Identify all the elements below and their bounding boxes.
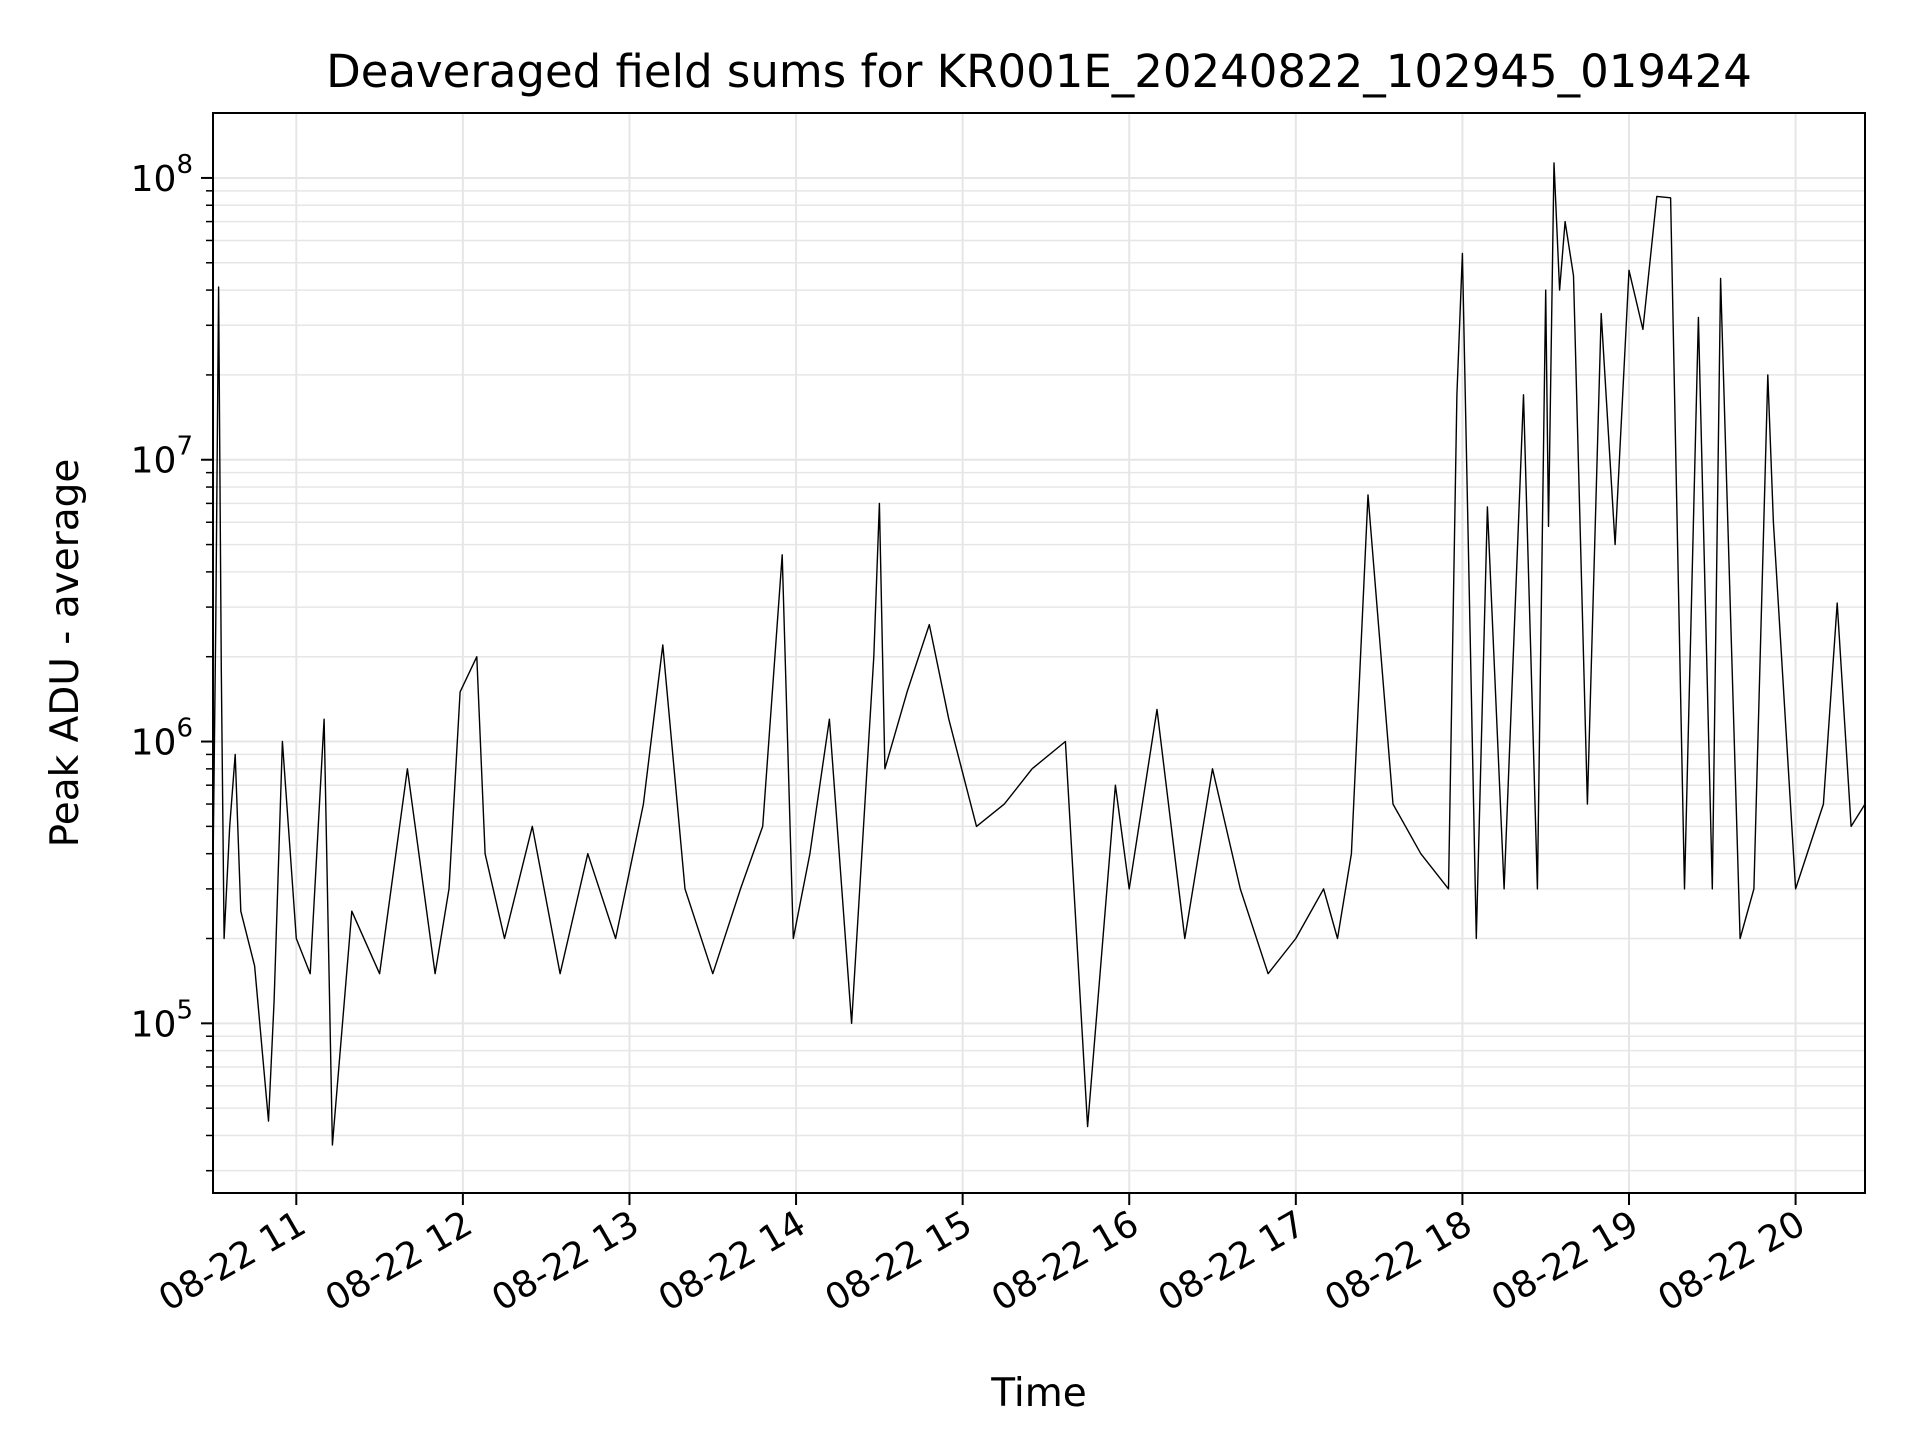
y-tick-label: 107 — [131, 432, 193, 482]
series-line — [212, 162, 1866, 1146]
x-axis-label: Time — [990, 1371, 1086, 1416]
y-axis-label: Peak ADU - average — [43, 459, 88, 848]
plot-frame — [212, 112, 1866, 1194]
series-group — [212, 162, 1866, 1146]
y-tick-label: 106 — [131, 714, 193, 764]
y-axis: 105 106 107 108 — [131, 150, 213, 1172]
chart-title: Deaveraged field sums for KR001E_2024082… — [326, 45, 1752, 98]
y-tick-label: 105 — [131, 995, 193, 1045]
y-tick-label: 108 — [131, 150, 193, 200]
grid — [213, 113, 1865, 1193]
